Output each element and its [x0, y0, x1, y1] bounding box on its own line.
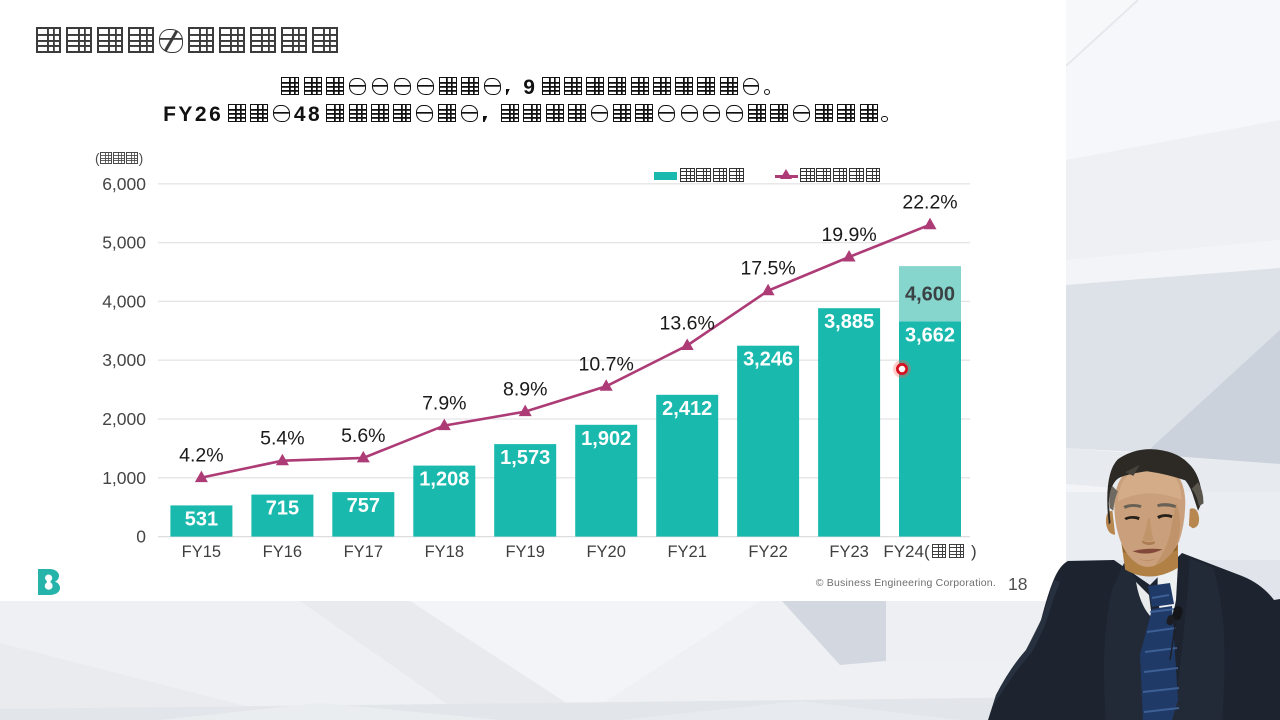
svg-text:6,000: 6,000 [102, 174, 146, 194]
svg-text:FY20: FY20 [586, 543, 625, 561]
svg-text:FY18: FY18 [425, 543, 464, 561]
svg-text:FY23: FY23 [829, 543, 868, 561]
svg-text:22.2%: 22.2% [902, 192, 957, 214]
svg-text:3,000: 3,000 [102, 350, 146, 370]
svg-text:1,573: 1,573 [500, 447, 550, 469]
svg-text:13.6%: 13.6% [660, 313, 715, 335]
svg-text:3,885: 3,885 [824, 311, 874, 333]
svg-text:17.5%: 17.5% [740, 258, 795, 280]
svg-text:1,208: 1,208 [419, 469, 469, 491]
svg-text:1,902: 1,902 [581, 428, 631, 450]
svg-text:19.9%: 19.9% [821, 224, 876, 246]
svg-text:10.7%: 10.7% [579, 353, 634, 375]
svg-text:757: 757 [347, 495, 380, 517]
svg-text:0: 0 [136, 527, 146, 547]
svg-text:4.2%: 4.2% [179, 445, 223, 467]
svg-text:5.6%: 5.6% [341, 425, 385, 447]
svg-text:2,412: 2,412 [662, 398, 712, 420]
svg-text:FY15: FY15 [182, 543, 221, 561]
svg-text:5,000: 5,000 [102, 233, 146, 253]
svg-text:531: 531 [185, 508, 218, 530]
svg-text:4,000: 4,000 [102, 291, 146, 311]
svg-text:FY17: FY17 [344, 543, 383, 561]
svg-text:8.9%: 8.9% [503, 379, 547, 401]
svg-text:7.9%: 7.9% [422, 393, 466, 415]
svg-text:FY16: FY16 [263, 543, 302, 561]
svg-text:3,246: 3,246 [743, 349, 793, 371]
svg-text:4,600: 4,600 [905, 284, 955, 306]
svg-text:2,000: 2,000 [102, 409, 146, 429]
svg-text:715: 715 [266, 498, 299, 520]
svg-text:FY19: FY19 [505, 543, 544, 561]
svg-text:5.4%: 5.4% [260, 428, 304, 450]
svg-text:FY21: FY21 [667, 543, 706, 561]
svg-text:1,000: 1,000 [102, 468, 146, 488]
svg-text:FY22: FY22 [748, 543, 787, 561]
svg-text:3,662: 3,662 [905, 324, 955, 346]
